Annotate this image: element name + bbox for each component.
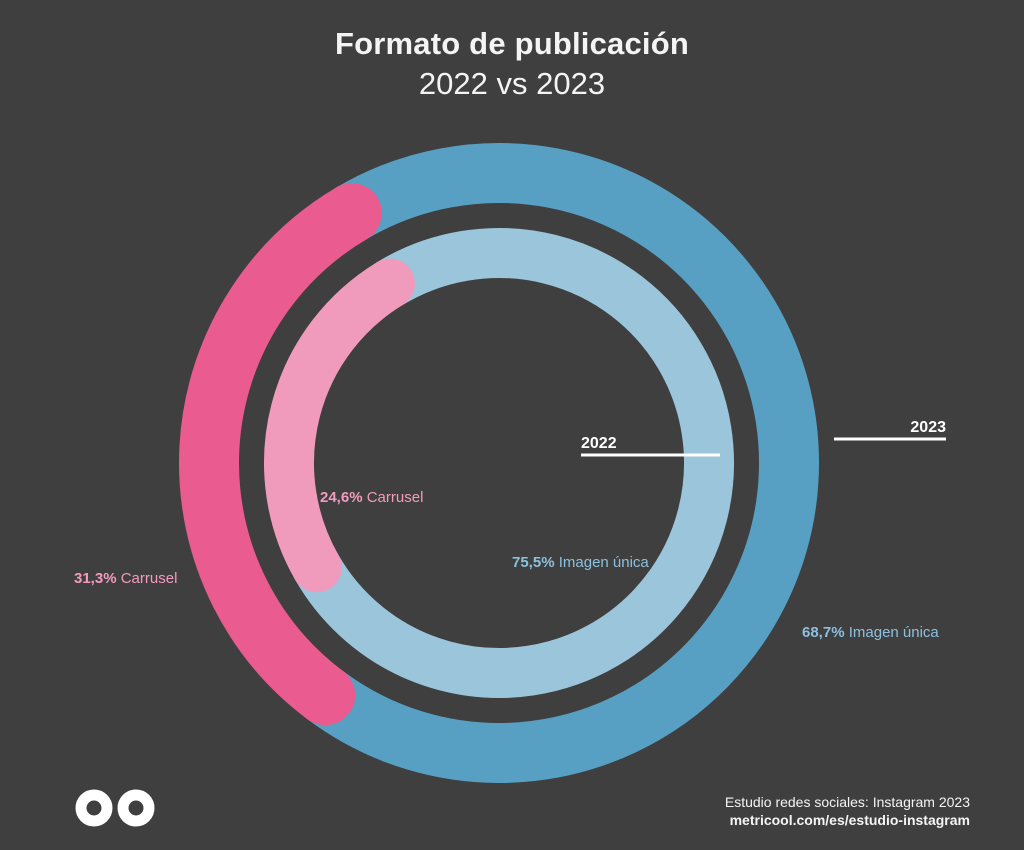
- outer-carrusel-value: 31,3%: [74, 570, 117, 587]
- ring-2022-slice-imagen-unica: [291, 228, 734, 698]
- outer-imagen-value: 68,7%: [802, 624, 845, 641]
- metricool-logo-icon: [75, 789, 155, 827]
- chart-title: Formato de publicación: [334, 26, 690, 61]
- ring-2023-slice-carrusel: [179, 183, 382, 726]
- outer-imagen-name: Imagen única: [849, 624, 940, 641]
- footer-source: Estudio redes sociales: Instagram 2023: [724, 794, 970, 810]
- chart-subtitle: 2022 vs 2023: [418, 66, 606, 101]
- outer-carrusel-data-label: 31,3% Carrusel: [74, 570, 177, 587]
- outer-imagen-data-label: 68,7% Imagen única: [802, 624, 939, 641]
- inner-imagen-name: Imagen única: [559, 554, 650, 571]
- inner-carrusel-data-label: 24,6% Carrusel: [320, 489, 423, 506]
- ring-2023: [179, 143, 819, 783]
- ring-2022-label: 2022: [581, 435, 617, 452]
- footer-url[interactable]: metricool.com/es/estudio-instagram: [729, 812, 970, 828]
- inner-imagen-value: 75,5%: [512, 554, 555, 571]
- inner-carrusel-name: Carrusel: [367, 489, 424, 506]
- ring-2023-label: 2023: [910, 419, 946, 436]
- ring-2022-slice-carrusel: [264, 258, 415, 593]
- outer-carrusel-name: Carrusel: [121, 570, 178, 587]
- ring-2022: [264, 228, 734, 698]
- inner-carrusel-value: 24,6%: [320, 489, 363, 506]
- inner-imagen-data-label: 75,5% Imagen única: [512, 554, 649, 571]
- ring-2023-slice-imagen-unica: [295, 143, 819, 783]
